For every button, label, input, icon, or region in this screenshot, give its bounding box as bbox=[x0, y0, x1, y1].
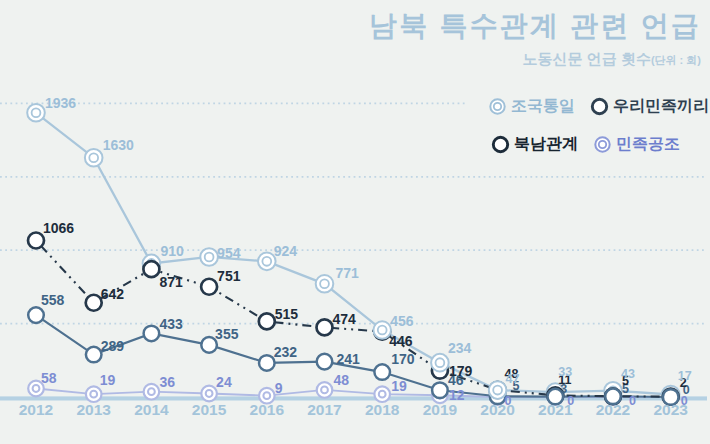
data-point-inner bbox=[90, 391, 97, 398]
x-axis-label: 2022 bbox=[596, 401, 630, 418]
legend-marker-icon bbox=[491, 135, 510, 154]
data-point-inner bbox=[205, 253, 214, 262]
data-point-우리민족끼리 bbox=[432, 382, 448, 398]
data-point-우리민족끼리 bbox=[28, 307, 44, 323]
data-point-우리민족끼리 bbox=[86, 347, 102, 363]
data-label: 232 bbox=[274, 344, 298, 360]
data-point-inner bbox=[33, 385, 40, 392]
data-label: 515 bbox=[275, 306, 299, 322]
x-axis-label: 2016 bbox=[250, 401, 285, 418]
data-label: 642 bbox=[101, 286, 125, 302]
data-label: 170 bbox=[391, 351, 415, 367]
data-label: 24 bbox=[216, 374, 232, 390]
data-label: 17 bbox=[678, 369, 692, 383]
data-point-우리민족끼리 bbox=[374, 364, 390, 380]
data-point-북남관계 bbox=[86, 295, 102, 311]
data-label: 924 bbox=[274, 243, 298, 259]
x-axis-label: 2015 bbox=[192, 401, 227, 418]
data-point-북남관계 bbox=[143, 261, 159, 277]
data-label: 355 bbox=[215, 326, 239, 342]
data-point-inner bbox=[493, 386, 502, 395]
subtitle-unit: (단위 : 회) bbox=[651, 54, 701, 66]
data-label: 871 bbox=[159, 274, 183, 290]
data-label: 19 bbox=[391, 378, 407, 394]
data-label: 558 bbox=[41, 292, 65, 308]
x-axis-label: 2012 bbox=[19, 401, 53, 418]
data-label: 48 bbox=[334, 372, 350, 388]
data-label: 19 bbox=[100, 372, 116, 388]
data-label: 47 bbox=[506, 372, 520, 386]
data-point-우리민족끼리 bbox=[259, 355, 275, 371]
legend-item-joguktongil: 조국통일 bbox=[488, 96, 575, 117]
data-label: 1066 bbox=[43, 220, 74, 236]
data-label: 446 bbox=[389, 333, 413, 349]
x-axis-label: 2019 bbox=[423, 401, 458, 418]
legend-label: 우리민족끼리 bbox=[613, 96, 709, 117]
data-label: 1936 bbox=[45, 95, 76, 111]
data-label: 771 bbox=[336, 265, 360, 281]
legend-marker-icon bbox=[593, 135, 612, 154]
legend-item-buknamgwangye: 북남관계 bbox=[491, 134, 578, 155]
data-point-inner bbox=[379, 391, 386, 398]
x-axis-label: 2021 bbox=[538, 401, 573, 418]
data-label: 289 bbox=[101, 338, 125, 354]
data-label: 58 bbox=[41, 370, 57, 386]
legend-item-minjokgongjo: 민족공조 bbox=[593, 134, 680, 155]
x-axis-label: 2018 bbox=[365, 401, 400, 418]
data-point-inner bbox=[263, 392, 270, 399]
data-point-inner bbox=[32, 108, 41, 117]
data-point-inner bbox=[206, 390, 213, 397]
chart-canvas: 5819362494819120000558289433355232241170… bbox=[0, 0, 710, 444]
data-point-inner bbox=[262, 257, 271, 266]
x-axis-label: 2013 bbox=[76, 401, 111, 418]
legend-label: 조국통일 bbox=[511, 96, 575, 117]
chart-subtitle: 노동신문 언급 횟수(단위 : 회) bbox=[523, 50, 701, 69]
data-point-우리민족끼리 bbox=[317, 354, 333, 370]
series-labels-북남관계: 1066642871751515474446179481152 bbox=[43, 220, 687, 390]
data-point-북남관계 bbox=[317, 319, 333, 335]
x-axis-label: 2014 bbox=[134, 401, 169, 418]
data-point-북남관계 bbox=[201, 279, 217, 295]
data-point-inner bbox=[89, 153, 98, 162]
data-label: 241 bbox=[337, 351, 361, 367]
data-label: 1630 bbox=[103, 137, 134, 153]
data-label: 910 bbox=[160, 243, 184, 259]
legend-marker-icon bbox=[488, 97, 507, 116]
data-point-북남관계 bbox=[28, 233, 44, 249]
data-point-inner bbox=[321, 387, 328, 394]
data-label: 751 bbox=[217, 268, 241, 284]
data-point-북남관계 bbox=[259, 313, 275, 329]
data-label: 9 bbox=[275, 380, 283, 396]
data-label: 433 bbox=[159, 316, 183, 332]
data-label: 954 bbox=[217, 245, 241, 261]
data-point-우리민족끼리 bbox=[144, 326, 160, 342]
legend-item-uriminjokkiri: 우리민족끼리 bbox=[590, 96, 709, 117]
x-axis-label: 2020 bbox=[480, 401, 514, 418]
data-label: 43 bbox=[621, 367, 635, 381]
subtitle-text: 노동신문 언급 횟수 bbox=[523, 50, 651, 67]
data-point-inner bbox=[436, 358, 445, 367]
data-point-inner bbox=[148, 388, 155, 395]
data-label: 234 bbox=[448, 340, 472, 356]
x-axis-label: 2017 bbox=[307, 401, 341, 418]
chart-title: 남북 특수관계 관련 언급 bbox=[369, 7, 701, 45]
legend-label: 민족공조 bbox=[616, 134, 680, 155]
data-label: 36 bbox=[159, 374, 175, 390]
series-labels-우리민족끼리: 558289433355232241170465350 bbox=[41, 292, 690, 397]
x-axis-label: 2023 bbox=[653, 401, 688, 418]
data-label: 179 bbox=[449, 363, 473, 379]
data-label: 474 bbox=[333, 311, 357, 327]
legend-marker-icon bbox=[590, 97, 609, 116]
data-label: 456 bbox=[390, 313, 414, 329]
data-label: 33 bbox=[558, 365, 572, 379]
legend-label: 북남관계 bbox=[514, 134, 578, 155]
data-point-inner bbox=[378, 326, 387, 335]
data-point-inner bbox=[320, 279, 329, 288]
